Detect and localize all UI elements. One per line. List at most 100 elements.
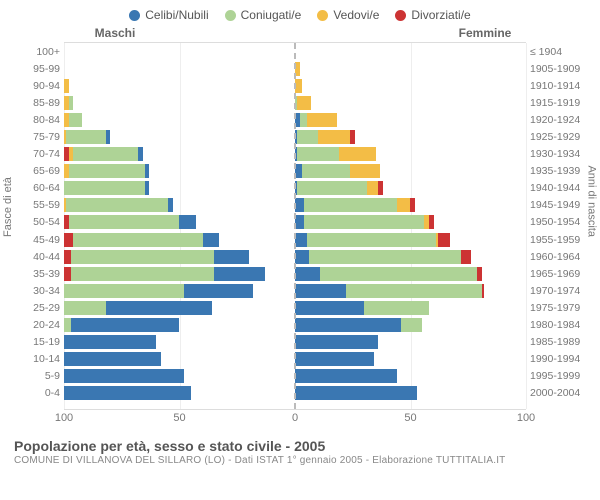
female-title: Femmine <box>300 26 590 40</box>
x-tick: 100 <box>517 412 535 424</box>
x-tick: 0 <box>292 412 298 424</box>
bar-segment <box>71 250 214 264</box>
legend-item: Coniugati/e <box>225 8 302 22</box>
legend-item: Celibi/Nubili <box>129 8 208 22</box>
female-bar <box>295 301 526 315</box>
female-bar <box>295 96 526 110</box>
bar-segment <box>73 233 202 247</box>
male-bar <box>64 369 295 383</box>
year-label: 1940-1944 <box>530 182 588 194</box>
age-label: 60-64 <box>14 182 60 194</box>
female-bar <box>295 45 526 59</box>
bar-segment <box>401 318 422 332</box>
bar-segment <box>350 130 355 144</box>
bar-segment <box>397 198 411 212</box>
male-bar <box>64 198 295 212</box>
age-label: 95-99 <box>14 63 60 75</box>
chart-footer: Popolazione per età, sesso e stato civil… <box>10 432 590 466</box>
chart-source: COMUNE DI VILLANOVA DEL SILLARO (LO) - D… <box>14 455 586 466</box>
bar-segment <box>66 130 105 144</box>
female-bar <box>295 181 526 195</box>
bar-segment <box>307 113 337 127</box>
year-label: 1960-1964 <box>530 251 588 263</box>
age-label: 10-14 <box>14 353 60 365</box>
bar-segment <box>73 147 138 161</box>
bar-segment <box>184 284 253 298</box>
legend-label: Celibi/Nubili <box>145 8 208 22</box>
bar-segment <box>350 164 380 178</box>
bar-segment <box>295 352 374 366</box>
female-bar <box>295 318 526 332</box>
bar-segment <box>179 215 195 229</box>
bar-segment <box>295 301 364 315</box>
year-label: 1950-1954 <box>530 216 588 228</box>
age-label: 45-49 <box>14 234 60 246</box>
year-label: 2000-2004 <box>530 387 588 399</box>
male-bar <box>64 352 295 366</box>
legend-swatch <box>395 10 406 21</box>
bar-segment <box>64 233 73 247</box>
bar-segment <box>364 301 429 315</box>
bar-segment <box>429 215 434 229</box>
bar-segment <box>304 215 424 229</box>
bar-segment <box>297 181 366 195</box>
bar-segment <box>168 198 173 212</box>
year-label: 1935-1939 <box>530 165 588 177</box>
bar-segment <box>64 386 191 400</box>
female-bar <box>295 198 526 212</box>
age-label: 15-19 <box>14 336 60 348</box>
bar-segment <box>145 164 150 178</box>
bar-segment <box>203 233 219 247</box>
age-label: 85-89 <box>14 97 60 109</box>
plot-area: Fasce di età Anni di nascita 100+≤ 19049… <box>10 42 590 432</box>
bar-segment <box>367 181 379 195</box>
male-bar <box>64 96 295 110</box>
bar-segment <box>295 164 302 178</box>
male-bar <box>64 79 295 93</box>
bar-segment <box>69 113 83 127</box>
population-pyramid-chart: Celibi/Nubili Coniugati/e Vedovi/e Divorzia… <box>0 0 600 500</box>
age-label: 65-69 <box>14 165 60 177</box>
bar-segment <box>106 130 111 144</box>
male-bar <box>64 113 295 127</box>
female-bar <box>295 386 526 400</box>
bar-segment <box>477 267 482 281</box>
bar-segment <box>295 335 378 349</box>
female-bar <box>295 164 526 178</box>
bar-segment <box>320 267 477 281</box>
bar-segment <box>295 250 309 264</box>
year-label: 1945-1949 <box>530 199 588 211</box>
female-bar <box>295 233 526 247</box>
bar-segment <box>339 147 376 161</box>
bar-segment <box>482 284 484 298</box>
bar-segment <box>378 181 383 195</box>
age-label: 35-39 <box>14 268 60 280</box>
bar-segment <box>106 301 212 315</box>
bar-segment <box>64 318 71 332</box>
legend-item: Divorziati/e <box>395 8 470 22</box>
age-label: 25-29 <box>14 302 60 314</box>
age-label: 100+ <box>14 46 60 58</box>
bar-segment <box>64 335 156 349</box>
female-bar <box>295 79 526 93</box>
bar-segment <box>297 96 311 110</box>
bar-segment <box>64 352 161 366</box>
bar-segment <box>302 164 351 178</box>
age-label: 55-59 <box>14 199 60 211</box>
year-label: 1980-1984 <box>530 319 588 331</box>
bar-segment <box>295 79 302 93</box>
bar-segment <box>64 284 184 298</box>
year-label: ≤ 1904 <box>530 46 588 58</box>
legend-label: Divorziati/e <box>411 8 470 22</box>
x-tick: 50 <box>404 412 416 424</box>
bar-segment <box>318 130 350 144</box>
male-bar <box>64 62 295 76</box>
female-bar <box>295 147 526 161</box>
bar-segment <box>64 301 106 315</box>
age-label: 90-94 <box>14 80 60 92</box>
legend-item: Vedovi/e <box>317 8 379 22</box>
bar-segment <box>66 198 168 212</box>
male-title: Maschi <box>10 26 300 40</box>
bar-segment <box>461 250 470 264</box>
legend-swatch <box>317 10 328 21</box>
